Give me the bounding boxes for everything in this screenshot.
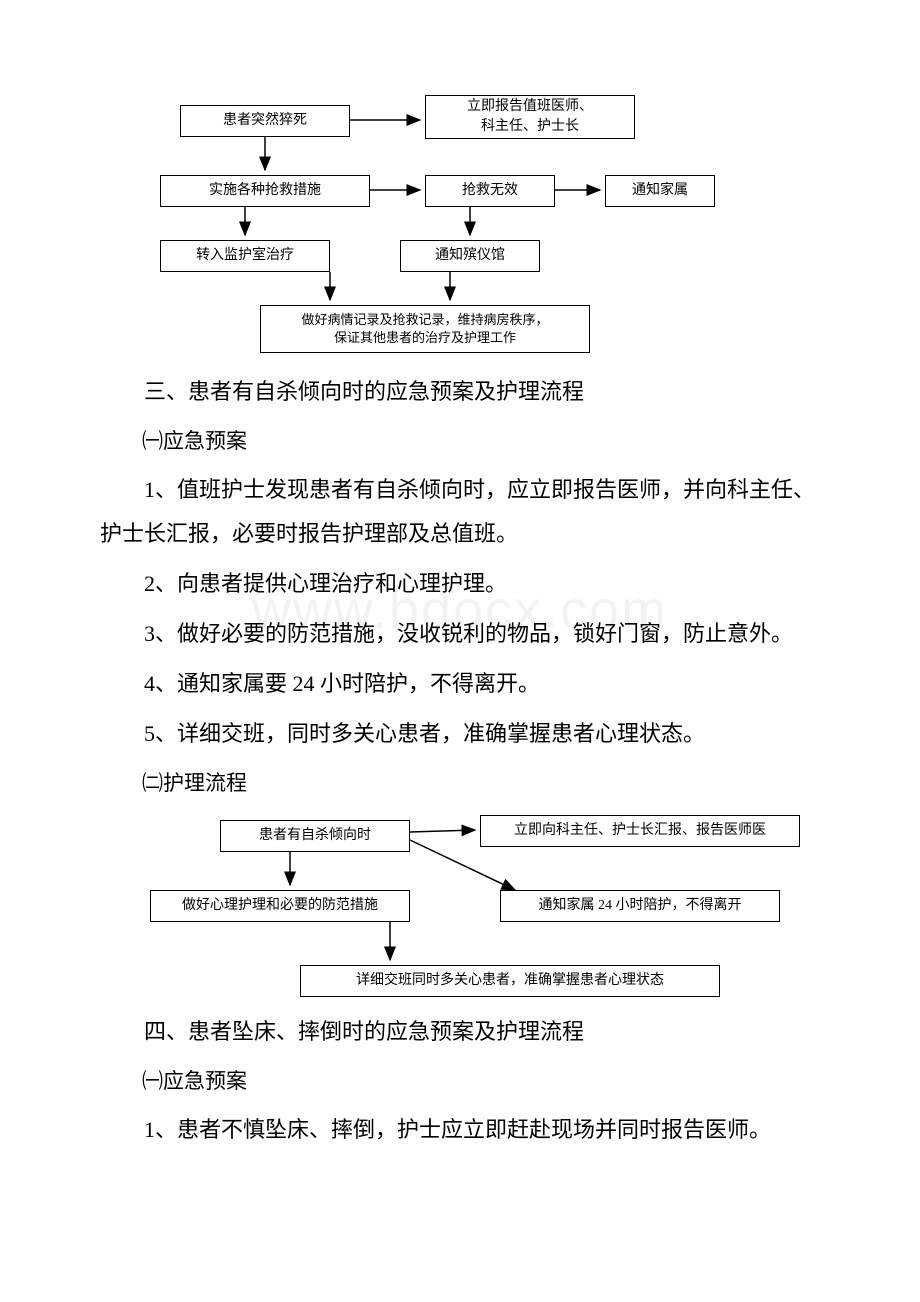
section-3-sub1: ㈠应急预案 [100, 420, 820, 462]
section-3: 三、患者有自杀倾向时的应急预案及护理流程 ㈠应急预案 1、值班护士发现患者有自杀… [100, 370, 820, 804]
flowchart-1: 患者突然猝死 立即报告值班医师、 科主任、护士长 实施各种抢救措施 抢救无效 通… [100, 90, 820, 370]
section-3-sub2: ㈡护理流程 [100, 762, 820, 804]
section-4-title: 四、患者坠床、摔倒时的应急预案及护理流程 [100, 1010, 820, 1054]
flowchart-2-arrows [100, 810, 820, 1010]
section-4: 四、患者坠床、摔倒时的应急预案及护理流程 ㈠应急预案 1、患者不慎坠床、摔倒，护… [100, 1010, 820, 1152]
flowchart-2: 患者有自杀倾向时 立即向科主任、护士长汇报、报告医师医 做好心理护理和必要的防范… [100, 810, 820, 1010]
section-3-p1: 1、值班护士发现患者有自杀倾向时，应立即报告医师，并向科主任、护士长汇报，必要时… [100, 468, 820, 556]
section-3-p2: 2、向患者提供心理治疗和心理护理。 [100, 562, 820, 606]
section-3-title: 三、患者有自杀倾向时的应急预案及护理流程 [100, 370, 820, 414]
section-4-p1: 1、患者不慎坠床、摔倒，护士应立即赶赴现场并同时报告医师。 [100, 1108, 820, 1152]
section-4-sub1: ㈠应急预案 [100, 1060, 820, 1102]
section-3-p5: 5、详细交班，同时多关心患者，准确掌握患者心理状态。 [100, 712, 820, 756]
page-container: www.bdocx.com 患者突然猝死 立即报告值班医师、 科主任、护士长 实… [0, 0, 920, 1198]
section-3-p4: 4、通知家属要 24 小时陪护，不得离开。 [100, 662, 820, 706]
section-3-p3: 3、做好必要的防范措施，没收锐利的物品，锁好门窗，防止意外。 [100, 612, 820, 656]
flowchart-1-arrows [100, 90, 820, 370]
